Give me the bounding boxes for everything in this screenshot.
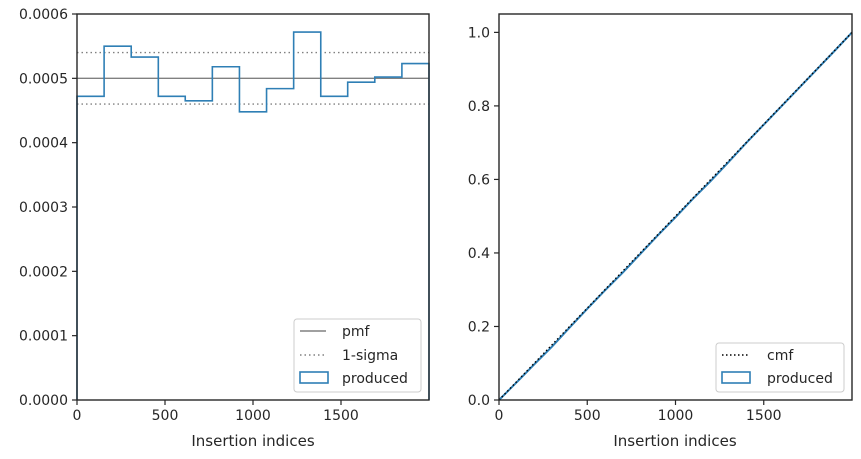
legend-produced-swatch-right — [721, 371, 751, 384]
right-x-tick-label: 500 — [574, 408, 601, 424]
produced-histogram — [76, 31, 430, 400]
left-x-tick-label: 1000 — [235, 408, 271, 424]
right-x-axis-label: Insertion indices — [613, 432, 736, 450]
left-x-axis-label: Insertion indices — [191, 432, 314, 450]
right-y-tick-label: 0.4 — [468, 246, 490, 262]
right-y-tick-label: 0.2 — [468, 319, 490, 335]
legend-cmf-label: cmf — [767, 348, 794, 364]
right-y-tick-label: 0.8 — [468, 99, 490, 115]
right-x-tick-label: 0 — [495, 408, 504, 424]
left-y-tick-label: 0.0000 — [19, 393, 68, 409]
left-y-ticks: 0.0000 0.0001 0.0002 0.0003 0.0004 0.0005 0.00… — [19, 7, 77, 409]
cmf-line — [498, 31, 853, 401]
left-x-tick-label: 500 — [152, 408, 179, 424]
left-y-tick-label: 0.0001 — [19, 329, 68, 345]
right-chart-panel: 0 500 1000 1500 0.0 0.2 0.4 0.6 0.8 1.0 Insertio… — [468, 13, 853, 450]
right-x-tick-label: 1000 — [658, 408, 694, 424]
left-x-tick-label: 1500 — [323, 408, 359, 424]
left-legend: pmf 1-sigma produced — [293, 318, 422, 393]
right-plot-area — [498, 31, 853, 401]
left-y-tick-label: 0.0005 — [19, 71, 68, 87]
left-y-tick-label: 0.0003 — [19, 200, 68, 216]
right-x-tick-label: 1500 — [746, 408, 782, 424]
right-y-tick-label: 1.0 — [468, 25, 490, 41]
right-x-ticks: 0 500 1000 1500 — [495, 400, 782, 424]
right-legend-box — [715, 342, 845, 393]
right-legend: cmf produced — [715, 342, 845, 393]
left-chart-panel: 0 500 1000 1500 0.00000.00010.00020.00030.0… — [19, 7, 430, 450]
left-x-ticks: 0 500 1000 1500 — [73, 400, 359, 424]
left-y-tick-label: 0.0004 — [19, 136, 68, 152]
left-plot-area — [76, 31, 430, 400]
legend-produced-swatch — [299, 371, 329, 384]
right-y-tick-label: 0.0 — [468, 393, 490, 409]
left-legend-box — [293, 318, 422, 393]
right-y-ticks: 0.0 0.2 0.4 0.6 0.8 1.0 — [468, 25, 499, 409]
right-axes-frame — [498, 13, 853, 401]
left-x-tick-label: 0 — [73, 408, 82, 424]
right-y-tick-label: 0.6 — [468, 172, 490, 188]
legend-produced-label-right: produced — [767, 371, 833, 387]
legend-produced-label: produced — [342, 371, 408, 387]
left-y-tick-label: 0.0002 — [19, 264, 68, 280]
legend-sigma-label: 1-sigma — [342, 348, 398, 364]
left-y-tick-label: 0.0006 — [19, 7, 68, 23]
legend-pmf-label: pmf — [342, 324, 371, 340]
